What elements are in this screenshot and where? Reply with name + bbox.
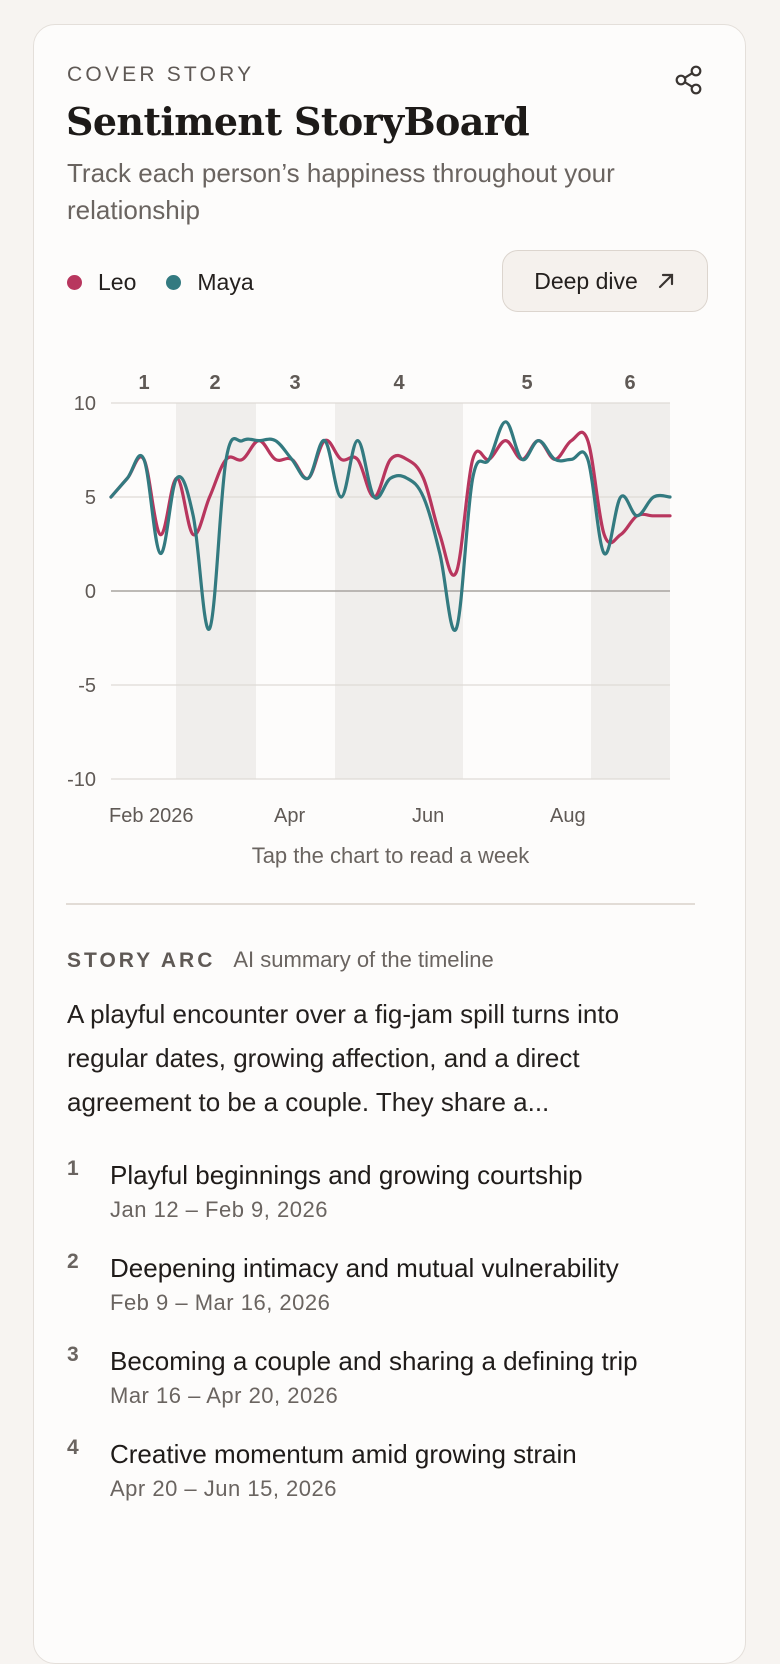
story-arc-label: STORY ARC [67,949,216,972]
y-tick-label: 10 [74,393,96,415]
chapter-number: 4 [67,1436,79,1459]
chapter-marker[interactable]: 2 [209,372,220,394]
chapter-dates: Jan 12 – Feb 9, 2026 [110,1197,328,1222]
x-tick-label: Feb 2026 [109,805,194,827]
series-line-leo [109,430,672,577]
share-icon [675,65,702,95]
series-line-maya [109,420,672,633]
legend-dot-maya [166,274,182,290]
legend-label-maya: Maya [197,268,254,295]
y-tick-label: -10 [67,769,96,791]
page-title: Sentiment StoryBoard [66,99,530,144]
legend-item-leo: Leo [67,269,136,296]
chapter-dates: Mar 16 – Apr 20, 2026 [110,1383,339,1408]
eyebrow-label: COVER STORY [67,63,255,86]
chapter-title: Creative momentum amid growing strain [110,1439,577,1469]
chapter-number: 1 [67,1157,79,1180]
y-tick-label: 5 [85,487,96,509]
deep-dive-button[interactable]: Deep dive [502,250,708,312]
story-arc-header: STORY ARC AI summary of the timeline [67,947,494,973]
section-divider [66,903,695,905]
x-tick-label: Apr [274,805,305,827]
arrow-up-right-icon [658,273,673,289]
deep-dive-label: Deep dive [534,267,638,294]
x-tick-label: Aug [550,805,586,827]
cover-story-card: COVER STORY Sentiment StoryBoard Track e… [33,24,746,1664]
chapter-item[interactable]: 1 Playful beginnings and growing courtsh… [67,1157,707,1226]
chapter-item[interactable]: 4 Creative momentum amid growing strain … [67,1436,707,1505]
y-tick-label: -5 [78,675,96,697]
x-tick-label: Jun [412,805,444,827]
sentiment-chart[interactable]: 1 2 3 4 5 6 10 5 0 -5 -10 Feb 2026 Apr Jun Aug [34,345,747,835]
chapter-marker[interactable]: 4 [393,372,405,394]
chapter-number: 3 [67,1343,79,1366]
chart-legend: Leo Maya [67,267,284,297]
legend-dot-leo [67,274,82,290]
chapter-marker[interactable]: 5 [521,372,532,394]
share-button[interactable] [672,63,706,97]
page-subtitle: Track each person’s happiness throughout… [67,158,615,225]
chapter-marker[interactable]: 1 [138,372,149,394]
chapter-list: 1 Playful beginnings and growing courtsh… [67,1157,707,1529]
chapter-title: Playful beginnings and growing courtship [110,1160,583,1190]
story-arc-summary: A playful encounter over a fig-jam spill… [67,999,620,1117]
chapter-marker[interactable]: 3 [289,372,300,394]
chapter-item[interactable]: 2 Deepening intimacy and mutual vulnerab… [67,1250,707,1319]
y-tick-label: 0 [85,581,96,603]
chapter-title: Deepening intimacy and mutual vulnerabil… [110,1253,619,1283]
legend-item-maya: Maya [166,268,254,296]
legend-label-leo: Leo [98,268,137,295]
chapter-number: 2 [67,1250,79,1273]
chapter-marker[interactable]: 6 [624,372,635,394]
story-arc-sublabel: AI summary of the timeline [233,947,494,972]
chapter-title: Becoming a couple and sharing a defining… [110,1346,638,1376]
chapter-item[interactable]: 3 Becoming a couple and sharing a defini… [67,1343,707,1412]
chapter-dates: Feb 9 – Mar 16, 2026 [110,1290,331,1315]
chapter-dates: Apr 20 – Jun 15, 2026 [110,1476,337,1501]
chart-hint: Tap the chart to read a week [251,843,530,868]
